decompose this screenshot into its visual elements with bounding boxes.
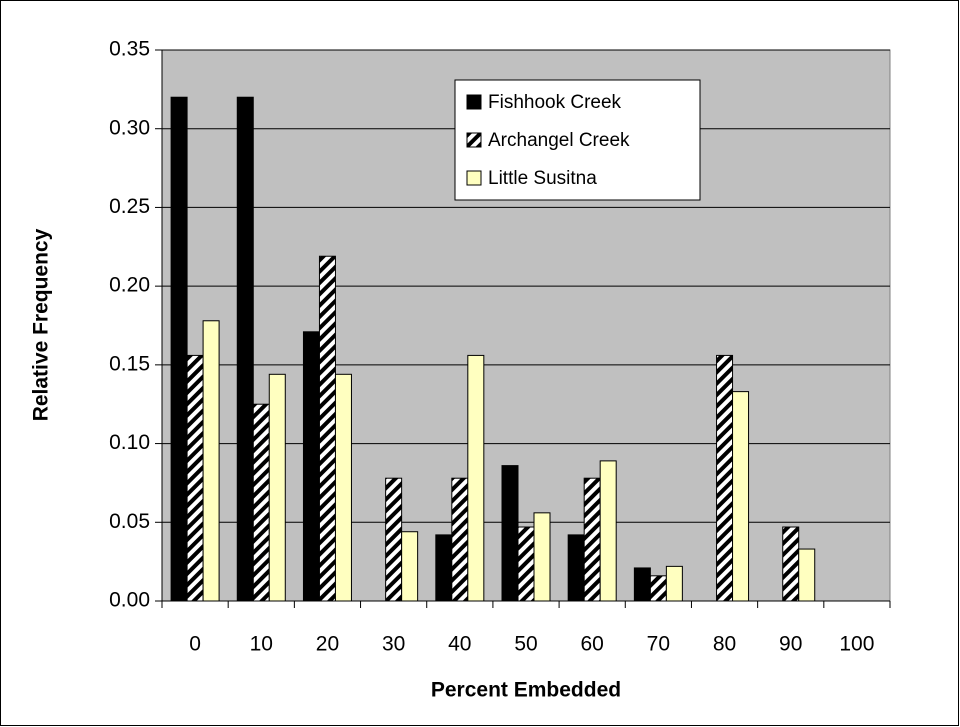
legend-swatch bbox=[466, 94, 482, 110]
x-tick-label: 40 bbox=[448, 633, 471, 656]
y-tick-label: 0.05 bbox=[109, 510, 150, 533]
x-tick-label: 10 bbox=[250, 633, 273, 656]
legend-label: Little Susitna bbox=[488, 168, 597, 189]
bar bbox=[567, 534, 585, 602]
bar bbox=[782, 526, 800, 602]
y-tick-label: 0.25 bbox=[109, 195, 150, 218]
bar bbox=[435, 534, 453, 602]
legend-box bbox=[454, 79, 701, 201]
x-tick-label: 70 bbox=[647, 633, 670, 656]
legend-swatch bbox=[466, 170, 482, 186]
bar bbox=[385, 477, 403, 602]
x-tick-label: 50 bbox=[514, 633, 537, 656]
bar bbox=[451, 477, 469, 602]
bar bbox=[633, 567, 651, 602]
legend-label: Fishhook Creek bbox=[488, 92, 622, 113]
x-tick-label: 90 bbox=[779, 633, 802, 656]
bar bbox=[583, 477, 601, 602]
bar bbox=[236, 96, 254, 602]
bar bbox=[599, 460, 617, 602]
bar bbox=[170, 96, 188, 602]
bar bbox=[268, 373, 286, 602]
bar bbox=[716, 354, 734, 602]
y-tick-label: 0.15 bbox=[109, 352, 150, 375]
bar bbox=[401, 531, 419, 602]
x-tick-label: 100 bbox=[839, 633, 874, 656]
bar bbox=[798, 548, 816, 602]
x-tick-label: 60 bbox=[581, 633, 604, 656]
x-tick-label: 0 bbox=[189, 633, 201, 656]
y-tick-label: 0.10 bbox=[109, 431, 150, 454]
bar bbox=[252, 403, 270, 602]
x-tick-label: 80 bbox=[713, 633, 736, 656]
x-axis-title: Percent Embedded bbox=[431, 679, 621, 702]
bar bbox=[186, 354, 204, 602]
y-tick-label: 0.00 bbox=[109, 589, 150, 612]
bar bbox=[517, 526, 535, 602]
x-tick-label: 30 bbox=[382, 633, 405, 656]
bar bbox=[732, 391, 750, 602]
x-tick-label: 20 bbox=[316, 633, 339, 656]
bar bbox=[318, 255, 336, 602]
y-tick-label: 0.20 bbox=[109, 274, 150, 297]
y-tick-label: 0.30 bbox=[109, 116, 150, 139]
bar bbox=[467, 354, 485, 602]
bar bbox=[202, 320, 220, 602]
bar bbox=[649, 575, 667, 602]
bar bbox=[501, 465, 519, 602]
y-axis-title: Relative Frequency bbox=[30, 228, 53, 421]
bar bbox=[665, 565, 683, 602]
bar bbox=[334, 373, 352, 602]
bar bbox=[533, 512, 551, 602]
legend-label: Archangel Creek bbox=[488, 130, 630, 151]
bar bbox=[302, 331, 320, 602]
y-tick-label: 0.35 bbox=[109, 38, 150, 61]
legend-swatch bbox=[466, 132, 482, 148]
